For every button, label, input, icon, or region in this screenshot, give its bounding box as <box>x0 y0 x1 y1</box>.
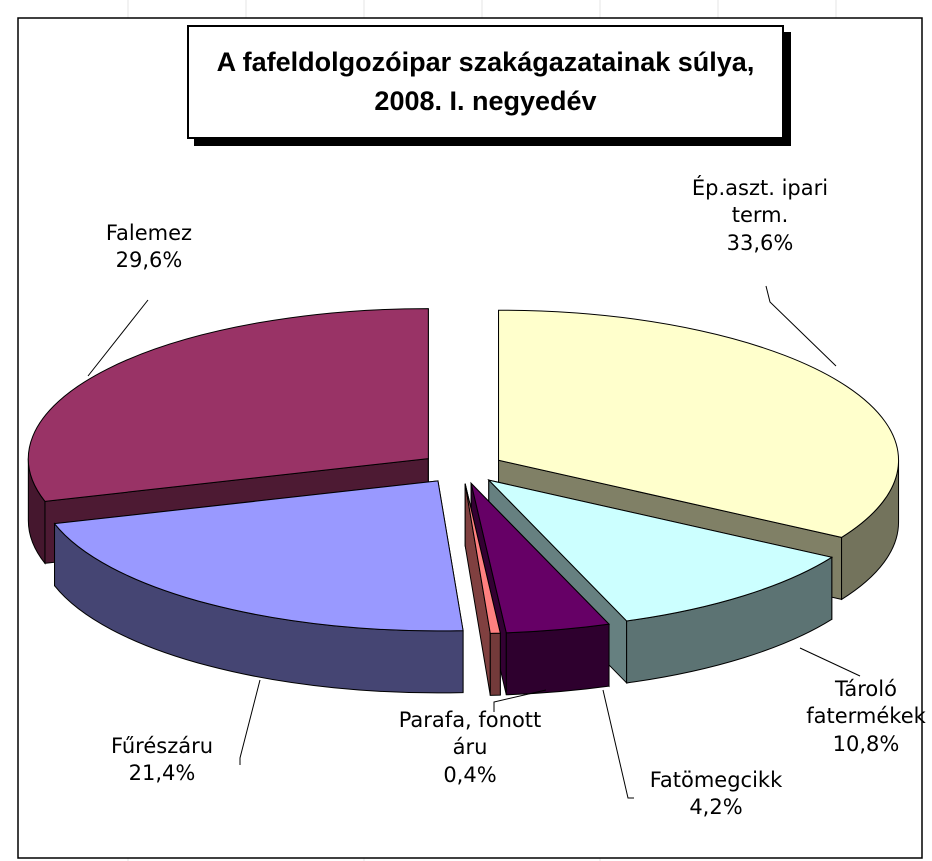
slice-top <box>464 483 501 634</box>
slice-top <box>470 481 611 634</box>
leader-line <box>239 679 261 765</box>
sheet-grid <box>127 0 837 861</box>
data-label: Falemez 29,6% <box>64 220 234 275</box>
data-label: Parafa, fonott áru 0,4% <box>385 707 555 789</box>
data-label: Tároló fatermékek 10,8% <box>796 676 932 758</box>
data-label: Fűrészáru 21,4% <box>77 733 247 788</box>
value-label: 21,4% <box>128 761 196 786</box>
category-label: Ép.aszt. ipari term. <box>691 176 829 228</box>
category-label: Falemez <box>105 221 193 245</box>
category-label: Fűrészáru <box>110 734 214 758</box>
slice-wall <box>489 632 501 696</box>
slice-top <box>53 480 464 632</box>
slice-wall <box>505 623 610 696</box>
leader-line <box>87 299 149 377</box>
category-label: Tároló fatermékek <box>806 677 926 729</box>
slices <box>27 308 900 696</box>
value-label: 33,6% <box>726 230 794 255</box>
value-label: 29,6% <box>115 248 183 273</box>
value-label: 4,2% <box>689 795 743 820</box>
slice-top <box>498 309 900 538</box>
chart-title: A fafeldolgozóipar szakágazatainak súlya… <box>187 25 784 139</box>
value-label: 0,4% <box>443 762 497 787</box>
leader-line <box>799 647 861 677</box>
category-label: Fatömegcikk <box>649 768 783 792</box>
leader-line <box>602 689 634 799</box>
category-label: Parafa, fonott áru <box>398 708 542 760</box>
slice-top <box>487 479 834 622</box>
data-label: Ép.aszt. ipari term. 33,6% <box>673 175 848 257</box>
leader-line <box>765 285 837 367</box>
data-label: Fatömegcikk 4,2% <box>631 767 801 822</box>
value-label: 10,8% <box>832 731 900 756</box>
slice-top <box>27 308 429 502</box>
leader-lines <box>87 285 861 799</box>
leader-line <box>493 689 547 712</box>
